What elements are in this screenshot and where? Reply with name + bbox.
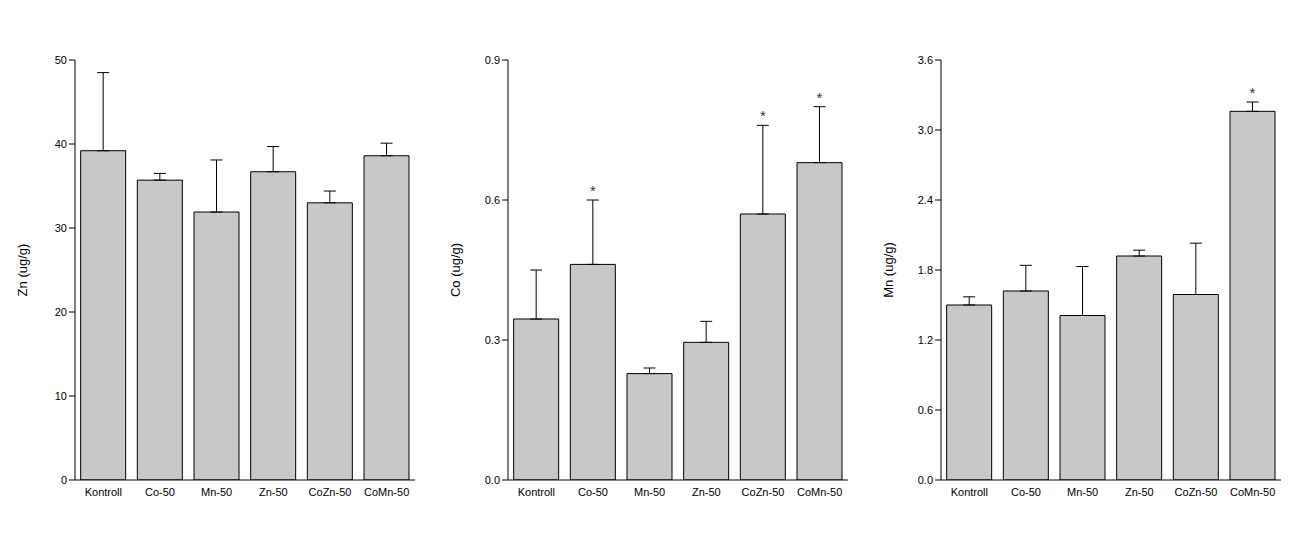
svg-text:CoMn-50: CoMn-50 — [797, 486, 842, 498]
svg-text:0.6: 0.6 — [918, 404, 933, 416]
svg-text:Mn (ug/g): Mn (ug/g) — [881, 242, 896, 298]
svg-text:0.6: 0.6 — [485, 194, 500, 206]
svg-text:0.0: 0.0 — [918, 474, 933, 486]
svg-text:Mn-50: Mn-50 — [1067, 486, 1098, 498]
svg-text:Kontroll: Kontroll — [85, 486, 122, 498]
svg-text:0.0: 0.0 — [485, 474, 500, 486]
svg-text:CoMn-50: CoMn-50 — [364, 486, 409, 498]
svg-text:*: * — [1250, 84, 1256, 101]
svg-text:Zn-50: Zn-50 — [1125, 486, 1154, 498]
svg-text:Zn-50: Zn-50 — [259, 486, 288, 498]
svg-text:Co (ug/g): Co (ug/g) — [448, 243, 463, 297]
svg-text:*: * — [760, 107, 766, 124]
svg-text:Kontroll: Kontroll — [518, 486, 555, 498]
svg-text:Mn-50: Mn-50 — [634, 486, 665, 498]
svg-text:CoMn-50: CoMn-50 — [1230, 486, 1275, 498]
svg-text:Kontroll: Kontroll — [951, 486, 988, 498]
svg-text:CoZn-50: CoZn-50 — [309, 486, 352, 498]
svg-text:30: 30 — [55, 222, 67, 234]
svg-text:1.2: 1.2 — [918, 334, 933, 346]
svg-text:Zn-50: Zn-50 — [692, 486, 721, 498]
svg-text:20: 20 — [55, 306, 67, 318]
svg-text:Mn-50: Mn-50 — [201, 486, 232, 498]
svg-text:3.0: 3.0 — [918, 124, 933, 136]
svg-text:Co-50: Co-50 — [578, 486, 608, 498]
svg-text:*: * — [590, 182, 596, 199]
svg-text:Co-50: Co-50 — [145, 486, 175, 498]
svg-text:0.9: 0.9 — [485, 54, 500, 66]
svg-text:50: 50 — [55, 54, 67, 66]
svg-text:CoZn-50: CoZn-50 — [742, 486, 785, 498]
svg-text:*: * — [817, 89, 823, 106]
svg-text:Zn (ug/g): Zn (ug/g) — [15, 244, 30, 297]
svg-text:0.3: 0.3 — [485, 334, 500, 346]
svg-text:CoZn-50: CoZn-50 — [1175, 486, 1218, 498]
svg-text:Co-50: Co-50 — [1011, 486, 1041, 498]
svg-text:1.8: 1.8 — [918, 264, 933, 276]
svg-text:40: 40 — [55, 138, 67, 150]
svg-text:3.6: 3.6 — [918, 54, 933, 66]
svg-text:10: 10 — [55, 390, 67, 402]
svg-text:2.4: 2.4 — [918, 194, 933, 206]
svg-text:0: 0 — [61, 474, 67, 486]
